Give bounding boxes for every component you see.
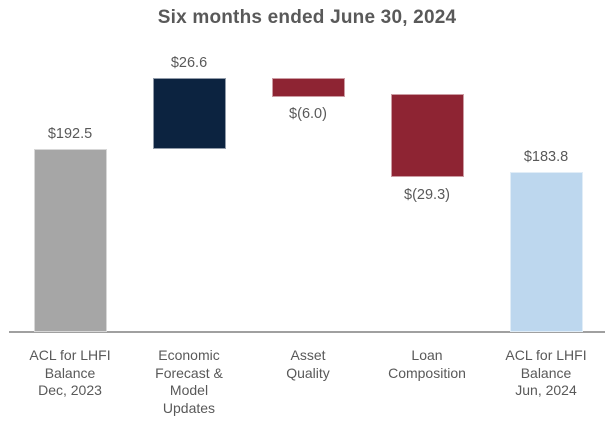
bar-acl-lhfi-balance-jun-2024 bbox=[509, 172, 583, 332]
category-label-acl-lhfi-balance-jun-2024: ACL for LHFI Balance Jun, 2024 bbox=[505, 347, 586, 400]
category-label-line: Updates bbox=[162, 399, 216, 416]
category-label-asset-quality: Asset Quality bbox=[286, 347, 330, 382]
category-label-acl-lhfi-balance-dec-2023: ACL for LHFI Balance Dec, 2023 bbox=[29, 347, 110, 400]
category-label-line: ACL for LHFI bbox=[505, 347, 587, 363]
x-axis-line bbox=[9, 331, 605, 333]
value-label-asset-quality: $(6.0) bbox=[289, 106, 327, 122]
value-label-acl-lhfi-balance-dec-2023: $192.5 bbox=[47, 126, 93, 142]
value-label-loan-composition: $(29.3) bbox=[404, 187, 450, 203]
chart-title: Six months ended June 30, 2024 bbox=[157, 7, 457, 28]
bar-asset-quality bbox=[271, 78, 345, 97]
category-label-line: Economic bbox=[158, 347, 220, 363]
bar-acl-lhfi-balance-dec-2023 bbox=[33, 149, 107, 332]
category-label-line: ACL for LHFI bbox=[29, 347, 111, 363]
bar-loan-composition bbox=[390, 94, 464, 177]
category-label-line: Composition bbox=[388, 364, 466, 381]
category-label-loan-composition: Loan Composition bbox=[388, 347, 466, 382]
category-label-line: Asset bbox=[290, 347, 326, 363]
category-label-line: Balance bbox=[520, 364, 572, 381]
category-label-economic-forecast-model-updates: Economic Forecast & Model Updates bbox=[155, 347, 223, 417]
category-label-line: Forecast & bbox=[155, 364, 223, 381]
category-label-line: Dec, 2023 bbox=[38, 382, 102, 398]
bar-economic-forecast-model-updates bbox=[152, 78, 226, 149]
category-label-line: Loan bbox=[411, 347, 443, 363]
value-label-acl-lhfi-balance-jun-2024: $183.8 bbox=[523, 149, 569, 165]
value-label-economic-forecast-model-updates: $26.6 bbox=[170, 55, 208, 71]
category-label-line: Jun, 2024 bbox=[515, 382, 577, 398]
category-label-line: Model bbox=[169, 382, 209, 398]
category-label-line: Balance bbox=[44, 364, 96, 381]
category-label-line: Quality bbox=[286, 364, 330, 381]
